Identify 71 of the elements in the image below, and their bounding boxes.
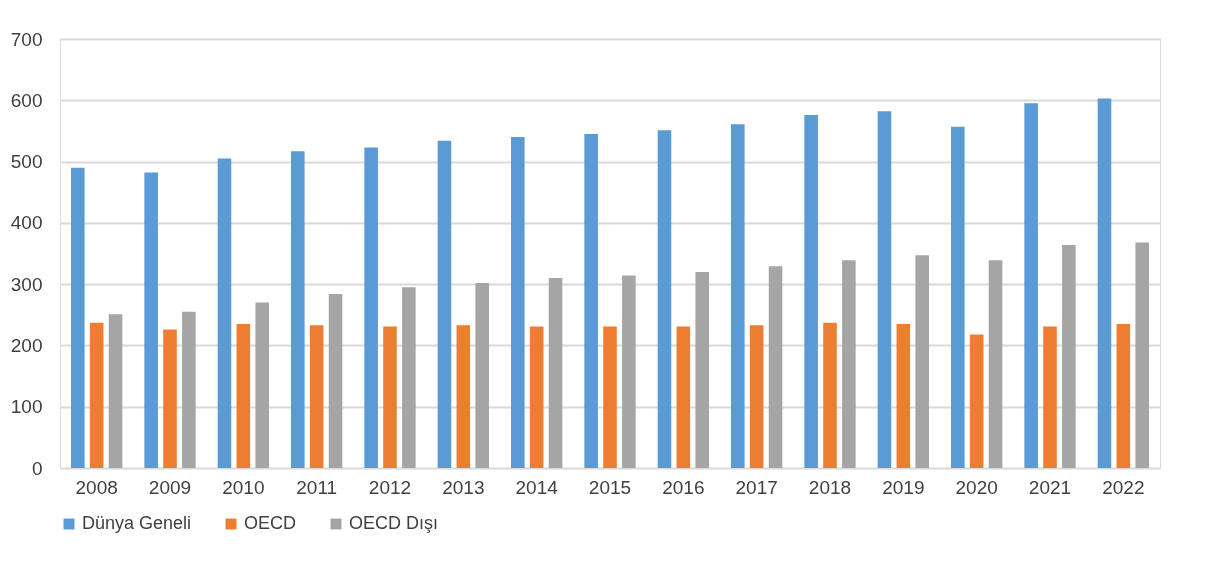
bar <box>163 329 177 468</box>
bar <box>217 158 232 468</box>
x-tick-label: 2018 <box>808 476 852 498</box>
bar <box>89 322 104 468</box>
bar <box>182 311 196 468</box>
x-tick-label: 2015 <box>588 476 632 498</box>
x-tick-label: 2010 <box>222 476 265 498</box>
y-tick-label: 200 <box>10 334 43 356</box>
legend-label: OECD Dışı <box>349 513 439 533</box>
bar <box>383 326 397 468</box>
bar <box>1135 242 1149 468</box>
bar <box>402 287 416 468</box>
x-tick-label: 2013 <box>442 476 485 498</box>
y-tick-label: 500 <box>10 151 43 173</box>
y-tick-label: 700 <box>10 28 43 50</box>
bar <box>676 326 691 468</box>
bar <box>1043 326 1057 468</box>
bar <box>584 133 598 468</box>
x-tick-label: 2017 <box>735 476 778 498</box>
x-tick-label: 2021 <box>1028 476 1072 498</box>
bar <box>731 124 745 468</box>
legend-label: OECD <box>244 513 297 533</box>
y-tick-label: 100 <box>10 396 43 418</box>
bar <box>804 114 818 468</box>
x-tick-label: 2016 <box>662 476 705 498</box>
x-tick-label: 2012 <box>368 476 412 498</box>
bar <box>548 278 563 468</box>
bar <box>1062 244 1076 468</box>
bar <box>236 323 251 468</box>
bar <box>1116 323 1131 468</box>
bar <box>695 271 709 468</box>
bar <box>456 325 471 468</box>
bar <box>511 137 525 468</box>
bar <box>622 275 636 468</box>
bar <box>475 282 489 468</box>
y-tick-label: 400 <box>10 212 43 234</box>
bar <box>969 334 984 468</box>
x-tick-label: 2020 <box>955 476 998 498</box>
bar <box>364 147 378 468</box>
bar <box>144 172 158 468</box>
bar <box>915 255 929 468</box>
bar <box>877 111 892 468</box>
bar <box>108 314 123 468</box>
bar <box>896 323 911 468</box>
bar <box>603 326 617 468</box>
x-tick-label: 2022 <box>1102 476 1145 498</box>
x-tick-label: 2009 <box>148 476 192 498</box>
bar <box>328 293 343 468</box>
bar <box>529 326 544 468</box>
x-tick-label: 2008 <box>75 476 118 498</box>
bar <box>768 266 783 468</box>
y-tick-label: 600 <box>10 89 43 111</box>
bar <box>255 302 269 468</box>
bar <box>291 151 305 468</box>
x-tick-label: 2019 <box>882 476 925 498</box>
bar <box>657 130 672 468</box>
bar <box>437 140 452 468</box>
x-tick-label: 2011 <box>296 476 338 498</box>
bar <box>1097 98 1112 468</box>
y-tick-label: 0 <box>31 457 43 479</box>
bar <box>71 167 85 468</box>
bar <box>309 325 324 468</box>
legend-label: Dünya Geneli <box>82 513 192 533</box>
x-tick-label: 2014 <box>515 476 559 498</box>
bar <box>823 322 837 468</box>
y-tick-label: 300 <box>10 273 43 295</box>
bar <box>1024 103 1038 468</box>
bar <box>951 126 965 468</box>
bar <box>988 260 1003 468</box>
bar <box>749 325 764 468</box>
bar <box>842 260 856 468</box>
